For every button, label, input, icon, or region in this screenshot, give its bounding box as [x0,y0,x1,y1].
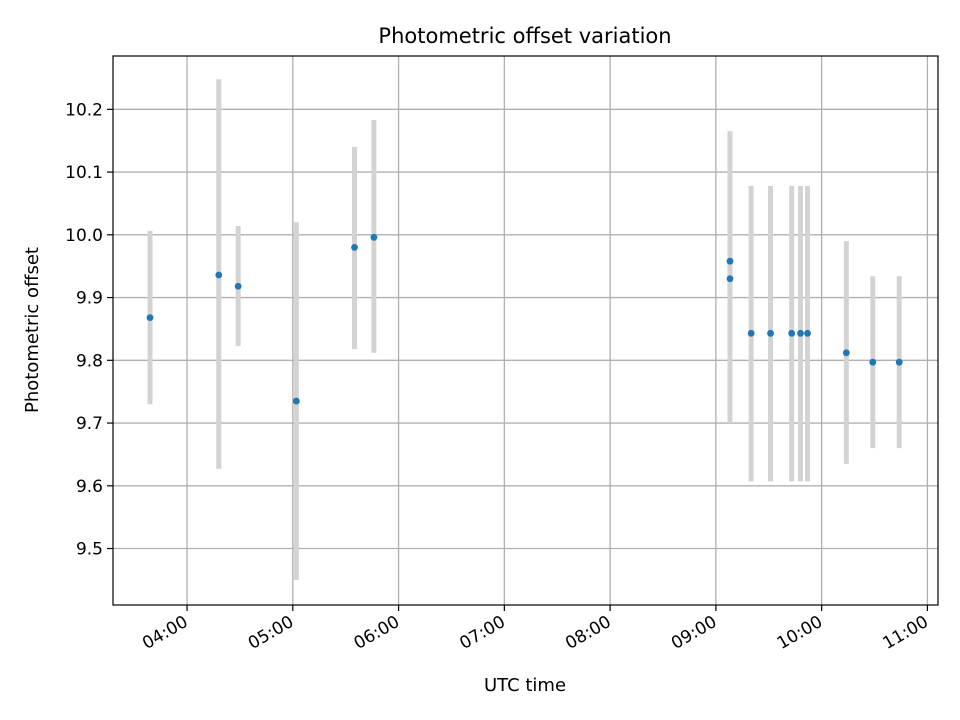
data-point [351,243,358,251]
y-tick-label: 10.2 [65,100,103,120]
y-tick-label: 9.6 [76,477,103,497]
y-axis-title: Photometric offset [22,247,43,413]
y-tick-label: 9.8 [76,351,103,371]
data-points [146,233,903,405]
y-tick-label: 10.0 [65,226,103,246]
y-tick-label: 9.5 [76,540,103,560]
data-point [788,329,796,337]
y-tick-label: 9.9 [76,289,103,309]
data-point [895,358,903,366]
data-point [370,233,378,241]
data-point [234,282,242,290]
data-point [215,271,223,279]
x-axis-title: UTC time [484,675,566,696]
data-point [747,329,755,337]
data-point [804,329,811,337]
data-point [726,257,734,265]
data-point [842,349,850,357]
y-axis-ticks: 9.5 9.6 9.7 9.8 9.9 10.0 10.1 10.2 [65,100,113,560]
data-point [869,358,877,366]
data-point [292,397,300,405]
data-point [726,275,734,283]
y-tick-label: 10.1 [65,163,103,183]
data-point [146,314,154,322]
y-tick-label: 9.7 [76,414,103,434]
data-point [797,329,804,337]
plot-frame [112,55,939,606]
data-point [767,329,774,337]
gridlines [113,56,938,605]
chart-title: Photometric offset variation [378,24,671,48]
